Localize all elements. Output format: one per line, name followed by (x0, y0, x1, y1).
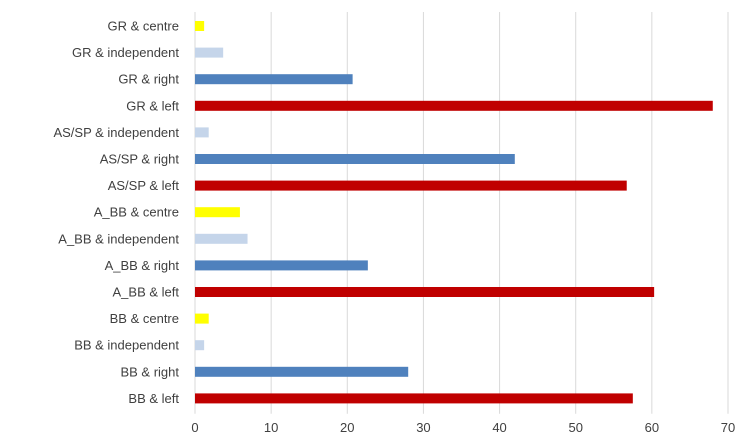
category-labels: GR & centre GR & independent GR & right GR … (53, 19, 179, 406)
category-label: BB & left (128, 391, 179, 406)
x-axis-tick-labels: 0 10 20 30 40 50 60 70 (191, 420, 735, 435)
x-tick-label: 40 (492, 420, 506, 435)
category-label: A_BB & independent (58, 231, 179, 246)
bar-as-sp-left (195, 180, 627, 191)
category-label: BB & right (120, 364, 179, 379)
bar-a-bb-centre (195, 207, 240, 218)
bar-bb-left (195, 393, 633, 404)
category-label: A_BB & left (113, 285, 180, 300)
x-tick-label: 0 (191, 420, 198, 435)
x-tick-label: 50 (568, 420, 582, 435)
bar-gr-independent (195, 47, 224, 58)
x-tick-label: 20 (340, 420, 354, 435)
category-label: BB & independent (74, 338, 179, 353)
category-label: GR & independent (72, 45, 179, 60)
category-label: BB & centre (110, 311, 179, 326)
category-label: AS/SP & left (108, 178, 180, 193)
bar-as-sp-right (195, 154, 515, 164)
bar-a-bb-right (195, 260, 368, 271)
bar-gr-centre (195, 21, 205, 31)
bar-bb-centre (195, 313, 209, 324)
category-label: AS/SP & right (100, 152, 180, 167)
bar-gr-left (195, 100, 713, 111)
x-tick-label: 70 (721, 420, 735, 435)
x-tick-label: 10 (264, 420, 278, 435)
x-tick-label: 60 (645, 420, 659, 435)
bar-a-bb-left (195, 287, 655, 297)
category-label: GR & right (118, 72, 179, 87)
bar-gr-right (195, 74, 353, 85)
category-label: GR & left (126, 98, 179, 113)
gridlines (194, 12, 729, 414)
x-tick-label: 30 (416, 420, 430, 435)
category-label: GR & centre (107, 19, 179, 34)
bar-as-sp-independent (195, 127, 209, 138)
category-label: A_BB & right (105, 258, 180, 273)
bar-bb-right (195, 366, 409, 377)
bar-a-bb-independent (195, 233, 248, 244)
bars (195, 21, 713, 404)
category-label: AS/SP & independent (53, 125, 179, 140)
category-label: A_BB & centre (94, 205, 179, 220)
bar-bb-independent (195, 340, 205, 351)
